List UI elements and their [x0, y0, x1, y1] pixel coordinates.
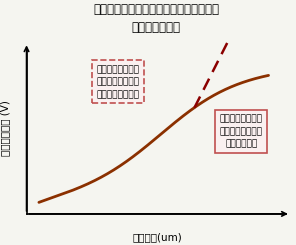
Title: 振膜不吸合条件下最大极化电位与极板间
距的关系示意图: 振膜不吸合条件下最大极化电位与极板间 距的关系示意图: [93, 3, 219, 34]
Text: 最大极化电位 (V): 最大极化电位 (V): [1, 100, 11, 156]
Text: 由于振膜材料和环
境限制导致的实际
最大极化电位: 由于振膜材料和环 境限制导致的实际 最大极化电位: [220, 114, 263, 148]
Text: 极板间距(um): 极板间距(um): [133, 232, 182, 242]
Text: 仅保证振膜不被静
电力吸合所得到的
理论最大极化电位: 仅保证振膜不被静 电力吸合所得到的 理论最大极化电位: [96, 65, 139, 99]
